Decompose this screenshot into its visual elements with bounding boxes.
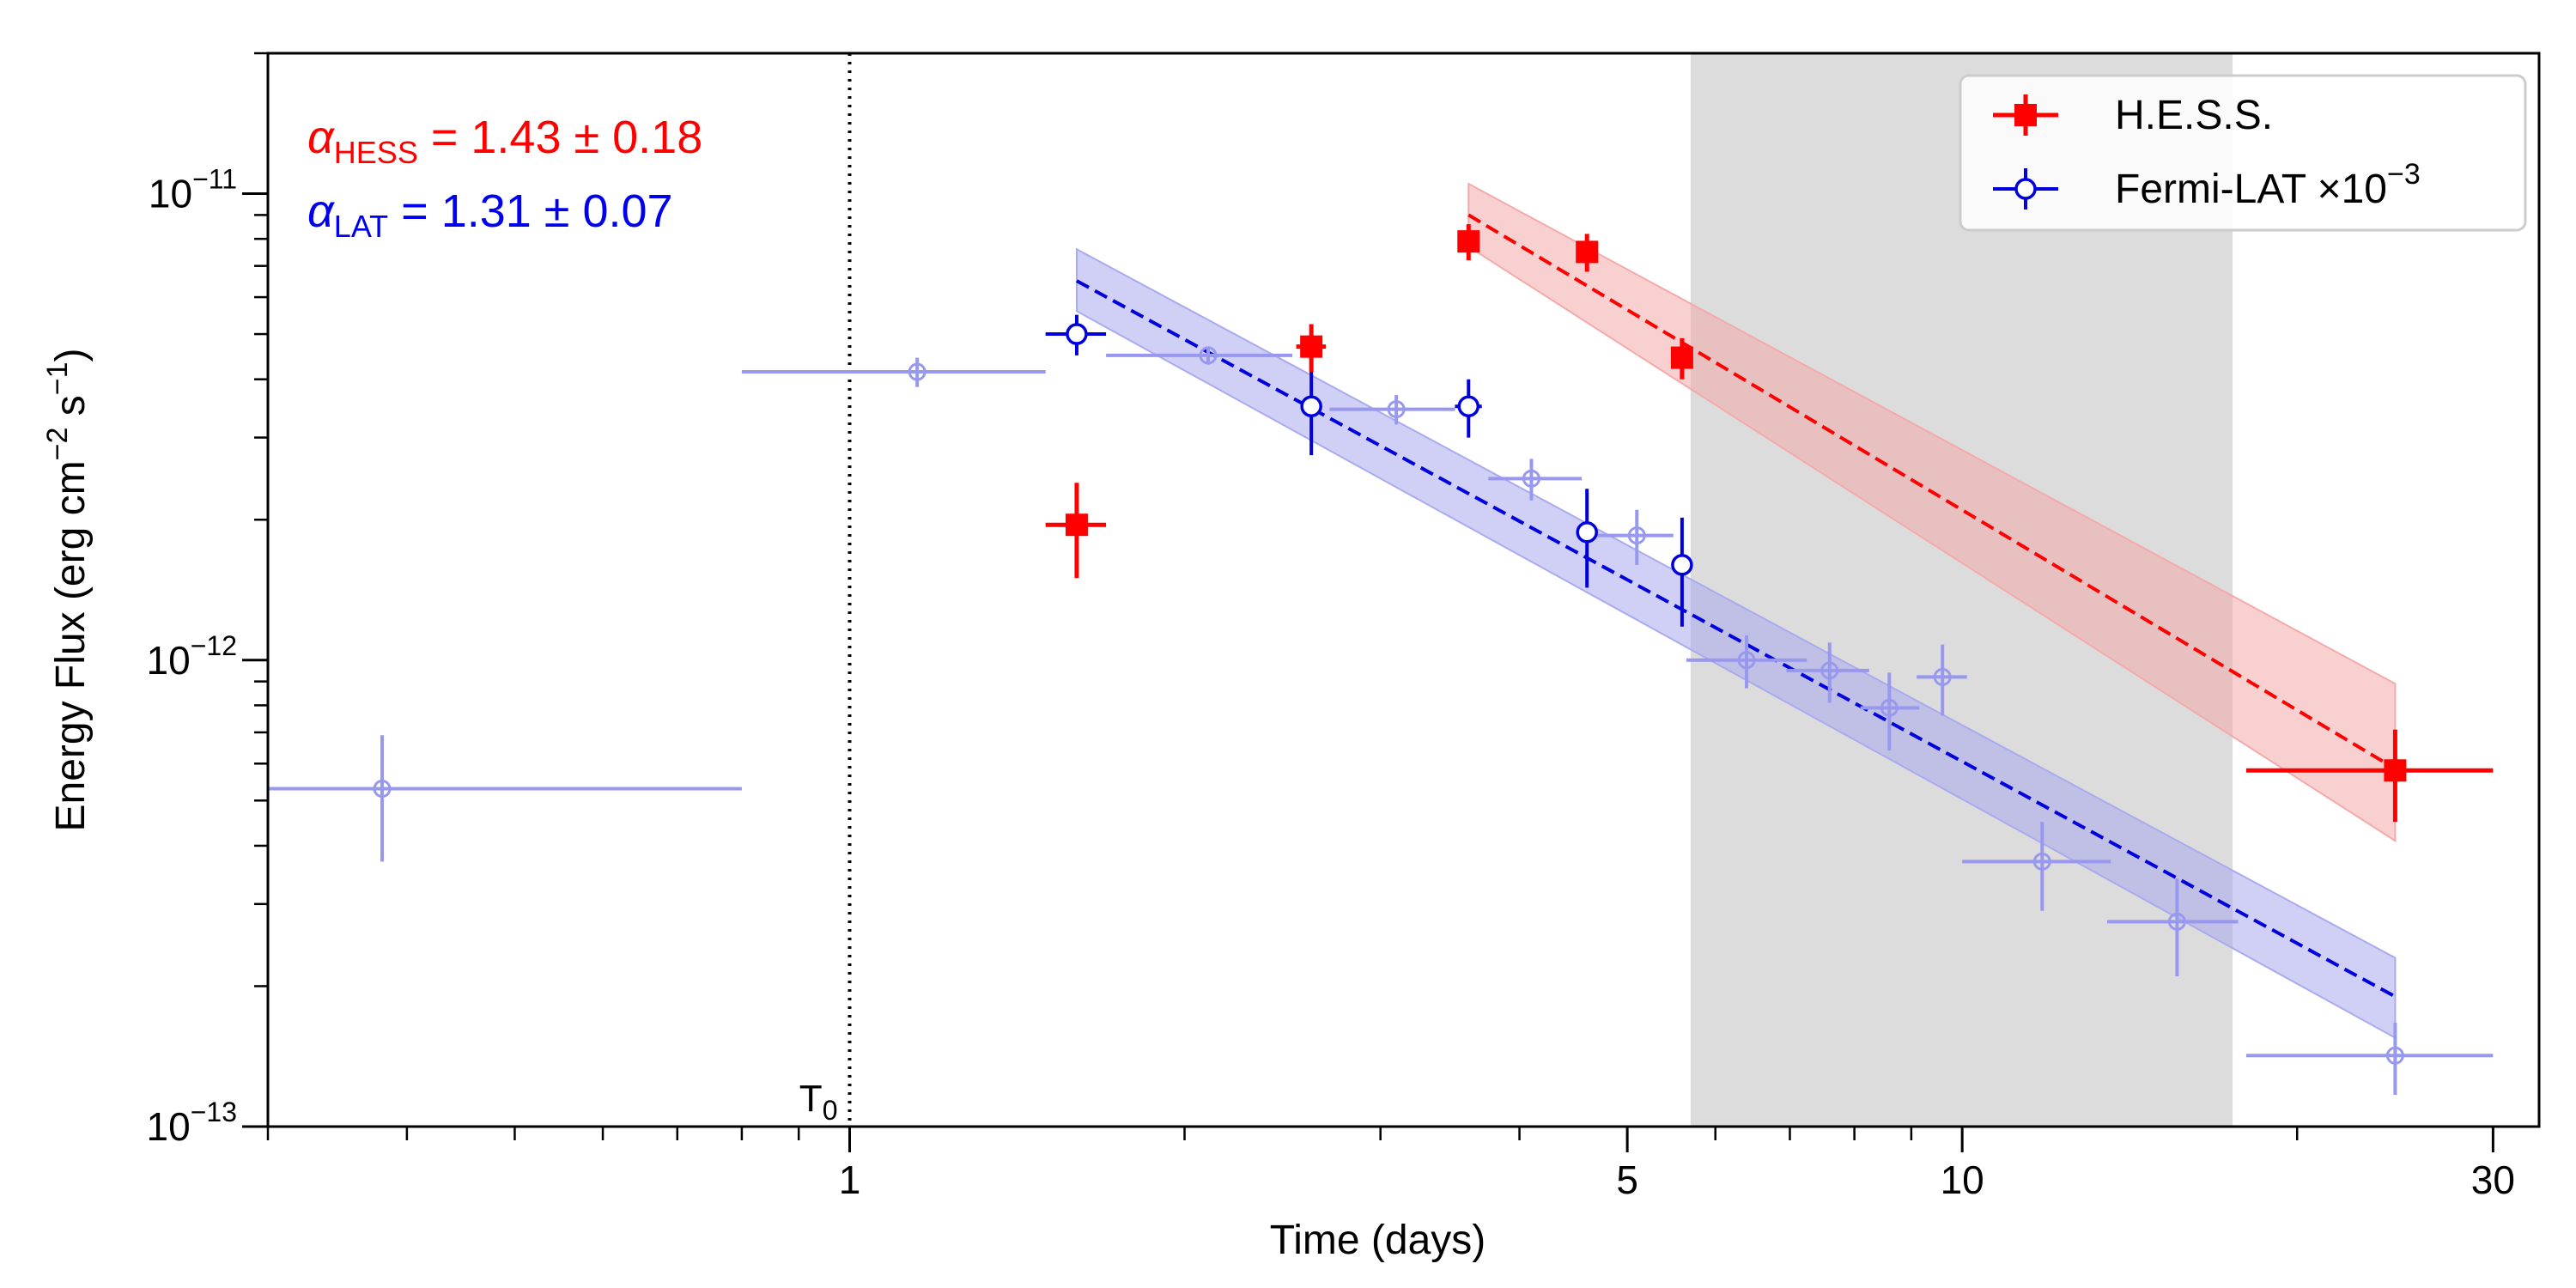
- lat-faint-point: [1686, 635, 1807, 689]
- x-tick-label: 10: [1941, 1157, 1984, 1202]
- x-axis-label: Time (days): [1270, 1218, 1486, 1263]
- lat-faint-point: [1917, 644, 1967, 716]
- legend: H.E.S.S. Fermi-LAT ×10−3: [1959, 74, 2527, 232]
- hess-marker-1: [1300, 335, 1323, 358]
- alpha-sub: LAT: [334, 209, 388, 244]
- alpha-sub: HESS: [334, 135, 418, 170]
- lat-faint-point: [1106, 346, 1293, 365]
- data-points-layer: [268, 224, 2494, 1095]
- hess-marker-0: [1065, 513, 1088, 537]
- lat-marker-3: [1576, 521, 1598, 544]
- text-layer: T0 Time (days) Energy Flux (erg cm−2 s−1) α…: [41, 112, 1485, 1263]
- lat-faint-marker-4: [1522, 469, 1540, 488]
- fit-lines-layer: [1076, 213, 2397, 999]
- lat-marker-4: [1671, 554, 1693, 576]
- plot-frame: [266, 52, 2541, 1128]
- hess-marker-4: [1670, 346, 1693, 369]
- lat-point: [1576, 489, 1598, 588]
- y-axis-label-text: s: [48, 395, 94, 427]
- y-axis-label: Energy Flux (erg cm−2 s−1): [41, 349, 94, 832]
- y-tick-exp: −13: [191, 1097, 237, 1127]
- lat-faint-marker-5: [1627, 526, 1646, 545]
- lat-point: [1300, 367, 1322, 456]
- t0-label-text: T: [799, 1078, 823, 1120]
- legend-lat-label: Fermi-LAT ×10−3: [2115, 158, 2421, 212]
- lat-faint-point: [1329, 395, 1455, 425]
- lat-faint-point: [1962, 822, 2111, 911]
- lat-faint-marker-12: [2385, 1046, 2404, 1065]
- x-tick-label: 30: [2471, 1157, 2515, 1202]
- x-tick-label: 1: [839, 1157, 861, 1202]
- lat-faint-point: [1786, 642, 1869, 703]
- lat-faint-marker-7: [1820, 661, 1839, 680]
- lat-marker-1: [1300, 395, 1322, 417]
- hess-marker-2: [1457, 230, 1480, 253]
- y-axis-label-exp: −2: [41, 428, 74, 461]
- lat-point: [1045, 314, 1107, 355]
- alpha-symbol: α: [307, 185, 336, 237]
- y-tick-base: 10: [149, 172, 192, 216]
- hess-point: [2245, 729, 2494, 823]
- legend-lat-exp: −3: [2387, 158, 2421, 191]
- lat-point: [1671, 517, 1693, 627]
- lat-faint-marker-6: [1737, 651, 1756, 670]
- lat-faint-marker-8: [1880, 698, 1899, 717]
- hess-point: [1296, 324, 1327, 373]
- alpha-symbol: α: [307, 112, 336, 163]
- fit-line-lat: [1076, 279, 2397, 999]
- fit-line-hess: [1467, 213, 2397, 770]
- y-tick-label: 10−11: [149, 164, 237, 216]
- y-axis-label-exp: −1: [41, 361, 74, 395]
- alpha-annotation: αHESS = 1.43 ± 0.18: [307, 112, 702, 170]
- x-tick-label: 5: [1616, 1157, 1638, 1202]
- legend-lat-marker: [2014, 178, 2037, 200]
- y-tick-label: 10−13: [147, 1097, 237, 1149]
- legend-hess-marker: [2014, 104, 2037, 126]
- lat-marker-0: [1066, 323, 1088, 345]
- y-tick-exp: −12: [191, 630, 237, 661]
- lat-faint-point: [2107, 878, 2239, 976]
- hess-marker-3: [1576, 240, 1599, 264]
- lat-faint-point: [1860, 672, 1920, 751]
- lat-faint-marker-1: [908, 362, 927, 381]
- alpha-value: = 1.43 ± 0.18: [418, 112, 702, 163]
- y-tick-base: 10: [147, 1104, 191, 1149]
- y-tick-base: 10: [147, 638, 191, 683]
- y-tick-label: 10−12: [147, 630, 237, 683]
- lat-faint-point: [1488, 459, 1583, 501]
- alpha-annotation: αLAT = 1.31 ± 0.07: [307, 185, 673, 244]
- t0-label: T0: [799, 1078, 838, 1126]
- y-tick-exp: −11: [192, 164, 237, 195]
- hess-point: [1045, 483, 1107, 579]
- lat-faint-marker-9: [1933, 667, 1952, 686]
- y-axis-label-text: ): [48, 349, 94, 362]
- hess-marker-5: [2384, 759, 2407, 782]
- alpha-value: = 1.31 ± 0.07: [388, 185, 672, 237]
- legend-hess-label: H.E.S.S.: [2115, 93, 2273, 138]
- y-axis-label-text: Energy Flux (erg cm: [48, 460, 94, 831]
- lat-point: [1455, 379, 1482, 438]
- lat-faint-point: [741, 357, 1046, 387]
- legend-box: [1959, 74, 2527, 232]
- t0-label-sub: 0: [823, 1095, 838, 1126]
- lat-faint-point: [1597, 509, 1674, 565]
- lat-faint-point: [268, 735, 742, 862]
- lat-faint-marker-2: [1199, 346, 1218, 365]
- legend-lat-name: Fermi-LAT ×10: [2115, 167, 2387, 212]
- lat-faint-marker-10: [2032, 852, 2051, 871]
- lat-faint-marker-3: [1387, 400, 1406, 419]
- hess-point: [1670, 337, 1693, 380]
- hess-point: [1457, 224, 1480, 261]
- lat-faint-marker-0: [373, 780, 392, 799]
- hess-point: [1576, 234, 1599, 272]
- lat-faint-point: [2245, 1023, 2494, 1095]
- lat-faint-marker-11: [2167, 912, 2186, 931]
- lat-marker-2: [1457, 395, 1480, 417]
